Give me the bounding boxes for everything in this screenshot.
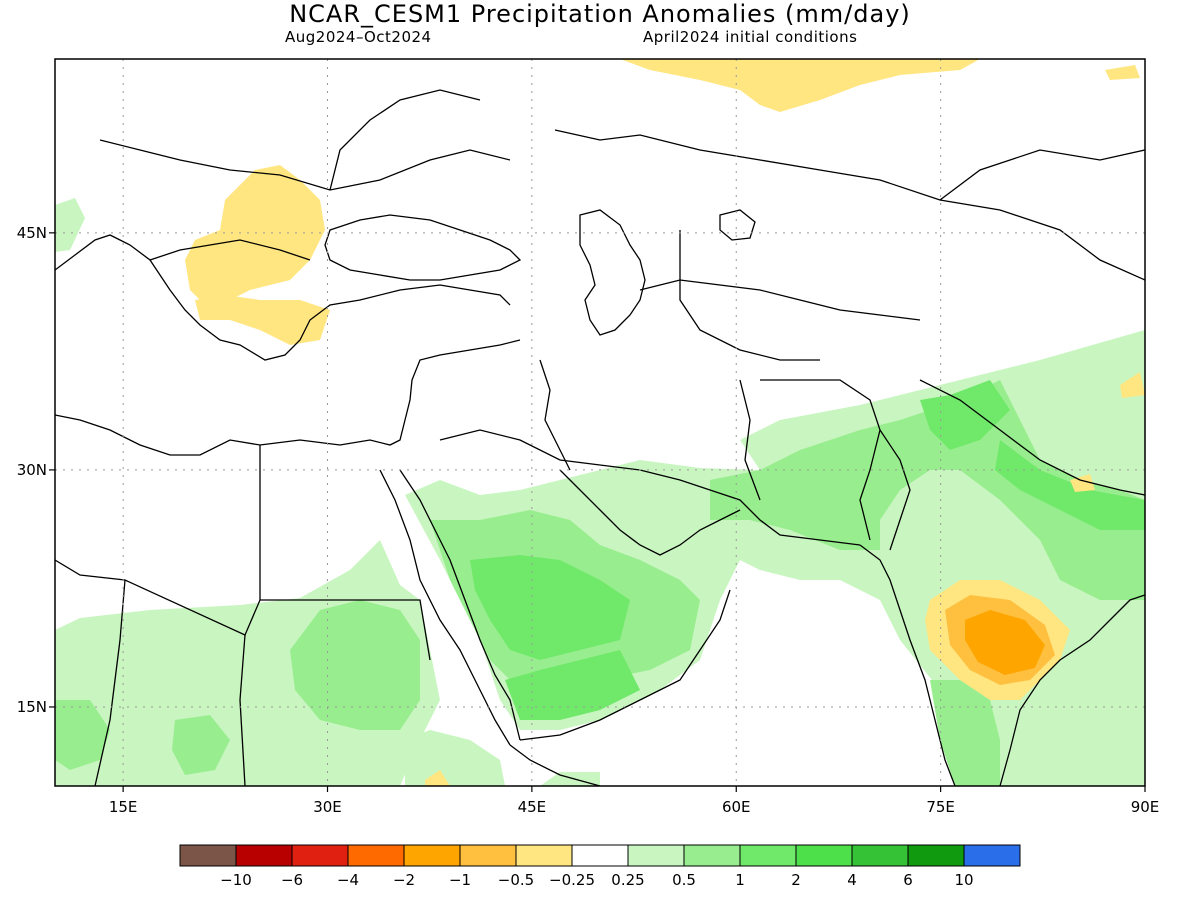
colorbar-label: 4 bbox=[847, 871, 857, 889]
colorbar-label: −6 bbox=[281, 871, 303, 889]
colorbar-swatch bbox=[851, 844, 909, 867]
colorbar-label: −2 bbox=[393, 871, 415, 889]
wet-anomaly-balkans bbox=[55, 198, 85, 252]
border-iraq-iran bbox=[539, 359, 571, 471]
gridlines bbox=[55, 59, 1145, 786]
dry-anomaly-tibet bbox=[1120, 372, 1145, 398]
dry-anomaly-siberia bbox=[1105, 65, 1140, 80]
wet-anomaly-gangetic bbox=[995, 440, 1145, 530]
colorbar-swatch bbox=[291, 844, 349, 867]
border-sudan bbox=[239, 634, 246, 786]
india-west-coast bbox=[859, 544, 956, 786]
dry-anomaly-romania bbox=[185, 165, 325, 305]
colorbar-label: 2 bbox=[791, 871, 801, 889]
india-east-coast bbox=[999, 594, 1145, 786]
dry-anomaly-east-africa bbox=[425, 770, 450, 786]
colorbar-swatch bbox=[795, 844, 853, 867]
border-mongolia bbox=[939, 149, 1145, 201]
border-arabia-north bbox=[439, 429, 601, 466]
dry-anomaly-russia bbox=[620, 59, 980, 112]
colorbar-label: −10 bbox=[220, 871, 252, 889]
colorbar-swatch bbox=[739, 844, 797, 867]
colorbar-swatch bbox=[403, 844, 461, 867]
wet-anomaly-yemen bbox=[505, 650, 640, 720]
lon-tick-label: 90E bbox=[1131, 798, 1160, 816]
colorbar-label: 6 bbox=[903, 871, 913, 889]
arabia-south-coast bbox=[519, 589, 731, 741]
colorbar-swatch bbox=[179, 844, 237, 867]
colorbar-swatch bbox=[235, 844, 293, 867]
anomaly-fields bbox=[55, 59, 1145, 786]
border-ukraine bbox=[329, 89, 481, 191]
coastlines-and-borders bbox=[55, 89, 1145, 786]
colorbar-label: 1 bbox=[735, 871, 745, 889]
plot-frame bbox=[54, 58, 1146, 787]
persian-gulf-coast bbox=[559, 469, 741, 556]
wet-anomaly-sahel-core bbox=[290, 600, 420, 730]
border-central-asia bbox=[679, 230, 820, 361]
colorbar-swatch bbox=[347, 844, 405, 867]
colorbar-label: 10 bbox=[954, 871, 973, 889]
black-sea-coast bbox=[324, 214, 522, 281]
red-sea-east-coast bbox=[399, 469, 521, 741]
wet-anomaly-central-africa bbox=[172, 715, 230, 775]
border-himalaya bbox=[919, 379, 1145, 496]
colorbar: −10 −6 −4 −2 −1 −0.5 −0.25 0.25 0.5 1 2 4 6 10 bbox=[179, 844, 1021, 889]
colorbar-swatch bbox=[571, 844, 629, 867]
initial-conditions: April2024 initial conditions bbox=[643, 28, 858, 46]
colorbar-label: −4 bbox=[337, 871, 359, 889]
lon-tick-label: 75E bbox=[926, 798, 955, 816]
border-india-pakistan bbox=[879, 429, 911, 551]
lon-tick-label: 45E bbox=[518, 798, 547, 816]
wet-anomaly-east-africa bbox=[405, 730, 505, 786]
border-afghanistan-pakistan bbox=[760, 379, 881, 541]
horn-of-africa-coast bbox=[509, 744, 601, 786]
colorbar-label: 0.25 bbox=[611, 871, 644, 889]
colorbar-swatch bbox=[459, 844, 517, 867]
border-kazakhstan-south bbox=[639, 279, 921, 321]
europe-coastline bbox=[55, 234, 511, 361]
lat-tick-label: 45N bbox=[17, 224, 47, 242]
lon-tick-label: 30E bbox=[313, 798, 342, 816]
red-sea-west-coast bbox=[379, 469, 511, 746]
border-iran-afghanistan bbox=[739, 379, 761, 501]
colorbar-swatch bbox=[627, 844, 685, 867]
map-title: NCAR_CESM1 Precipitation Anomalies (mm/d… bbox=[289, 0, 911, 28]
border-eastern-europe bbox=[99, 139, 511, 191]
dry-anomaly-central-india-max bbox=[965, 610, 1045, 675]
wet-anomaly-himalaya bbox=[920, 380, 1010, 450]
wet-anomaly-arabia-max bbox=[470, 555, 630, 660]
wet-anomaly-south-india bbox=[930, 680, 1000, 786]
colorbar-swatch bbox=[515, 844, 573, 867]
iran-coast bbox=[599, 464, 861, 546]
latitude-ticks: 45N 30N 15N bbox=[17, 224, 55, 716]
border-libya-chad bbox=[94, 579, 126, 786]
lat-tick-label: 15N bbox=[17, 698, 47, 716]
wet-anomaly-west-africa bbox=[55, 700, 110, 770]
dry-anomaly-balkans bbox=[195, 295, 330, 345]
lon-tick-label: 15E bbox=[109, 798, 138, 816]
lat-tick-label: 30N bbox=[17, 461, 47, 479]
north-africa-coastline bbox=[55, 414, 406, 456]
colorbar-swatch bbox=[907, 844, 965, 867]
colorbar-label: −1 bbox=[449, 871, 471, 889]
aral-sea-coast bbox=[719, 209, 756, 241]
colorbar-label: −0.25 bbox=[549, 871, 595, 889]
lon-tick-label: 60E bbox=[722, 798, 751, 816]
longitude-ticks: 15E 30E 45E 60E 75E 90E bbox=[109, 786, 1159, 816]
colorbar-label: −0.5 bbox=[498, 871, 534, 889]
levant-coast bbox=[404, 339, 521, 421]
colorbar-swatch bbox=[963, 844, 1021, 867]
border-russia-kazakhstan bbox=[554, 129, 1145, 281]
forecast-period: Aug2024–Oct2024 bbox=[285, 28, 432, 46]
colorbar-swatch bbox=[683, 844, 741, 867]
colorbar-label: 0.5 bbox=[672, 871, 696, 889]
border-balkans bbox=[149, 239, 311, 261]
caspian-sea-coast bbox=[579, 209, 646, 336]
